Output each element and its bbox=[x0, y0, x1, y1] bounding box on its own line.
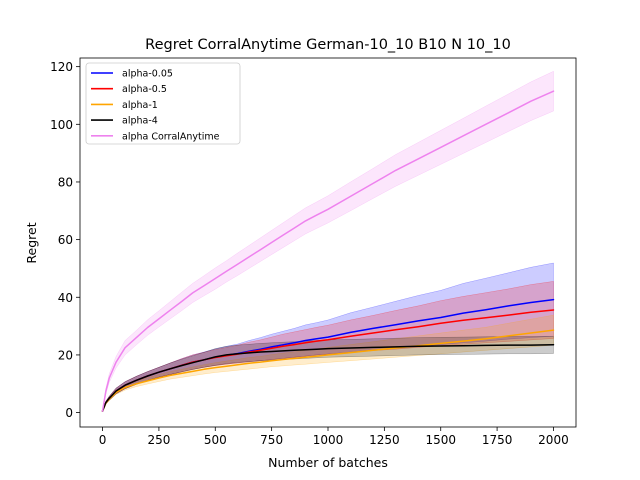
x-tick-label: 250 bbox=[147, 433, 170, 447]
legend-label: alpha-4 bbox=[122, 116, 158, 127]
x-tick-label: 750 bbox=[260, 433, 283, 447]
x-tick-label: 2000 bbox=[538, 433, 569, 447]
legend-label: alpha-0.5 bbox=[122, 84, 167, 95]
x-tick-label: 1500 bbox=[425, 433, 456, 447]
y-tick-label: 60 bbox=[58, 233, 73, 247]
x-tick-label: 1250 bbox=[369, 433, 400, 447]
legend-label: alpha-0.05 bbox=[122, 69, 173, 80]
x-tick-label: 1750 bbox=[482, 433, 513, 447]
legend-label: alpha-1 bbox=[122, 100, 158, 111]
y-tick-label: 0 bbox=[65, 406, 73, 420]
x-axis-label: Number of batches bbox=[268, 455, 388, 470]
y-tick-label: 80 bbox=[58, 175, 73, 189]
legend-label: alpha CorralAnytime bbox=[122, 131, 220, 142]
x-tick-label: 500 bbox=[204, 433, 227, 447]
legend: alpha-0.05 alpha-0.5 alpha-1 alpha-4 alpha C… bbox=[86, 63, 240, 144]
y-tick-label: 20 bbox=[58, 348, 73, 362]
chart-title: Regret CorralAnytime German-10_10 B10 N … bbox=[145, 37, 511, 53]
x-tick-label: 0 bbox=[99, 433, 107, 447]
y-axis-label: Regret bbox=[24, 222, 39, 263]
y-tick-label: 100 bbox=[50, 118, 73, 132]
y-tick-label: 40 bbox=[58, 291, 73, 305]
x-tick-label: 1000 bbox=[313, 433, 344, 447]
y-tick-label: 120 bbox=[50, 60, 73, 74]
